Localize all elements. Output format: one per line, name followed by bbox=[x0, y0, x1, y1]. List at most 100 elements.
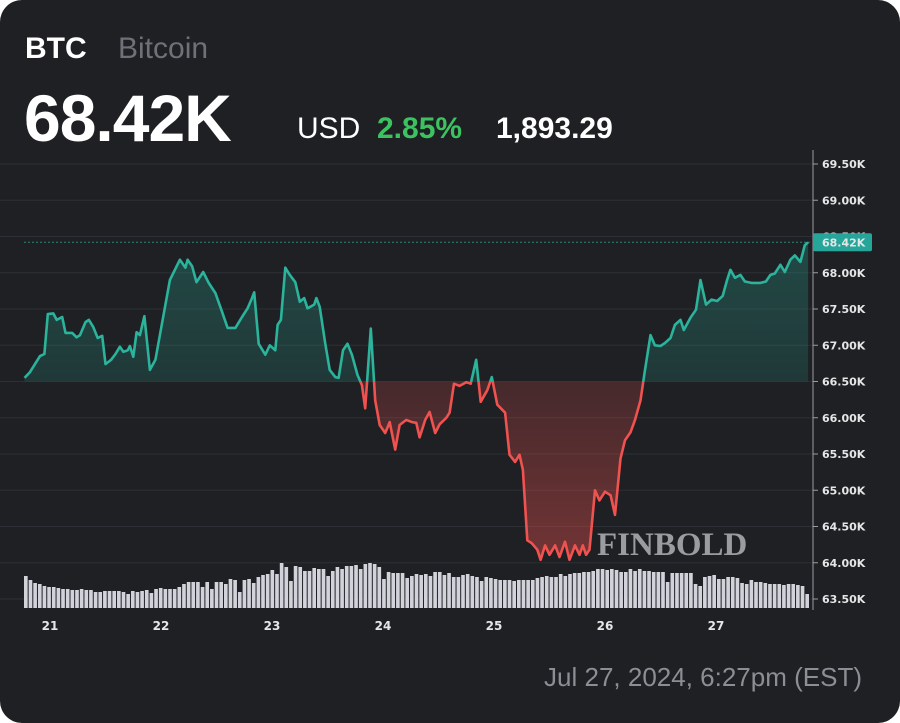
volume-bar bbox=[703, 577, 707, 608]
x-tick-label: 25 bbox=[486, 619, 503, 633]
volume-bar bbox=[489, 578, 493, 608]
volume-bar bbox=[675, 573, 679, 608]
volume-bar bbox=[782, 585, 786, 608]
volume-bar bbox=[330, 571, 335, 608]
volume-bar bbox=[186, 582, 191, 608]
volume-bar bbox=[321, 569, 326, 608]
volume-bar bbox=[800, 586, 805, 608]
volume-bar bbox=[191, 582, 196, 608]
volume-bar bbox=[498, 580, 503, 608]
y-tick-label: 63.50K bbox=[822, 593, 866, 606]
volume-bar bbox=[544, 576, 549, 608]
area-fill-up bbox=[24, 242, 809, 382]
volume-bar bbox=[382, 579, 386, 608]
volume-bar bbox=[647, 571, 651, 608]
change-percent: 2.85% bbox=[377, 112, 463, 145]
volume-bar bbox=[707, 576, 712, 608]
volume-bar bbox=[284, 567, 289, 608]
volume-bar bbox=[214, 582, 219, 608]
volume-bar bbox=[456, 577, 461, 608]
volume-bar bbox=[107, 591, 112, 608]
y-tick-label: 64.50K bbox=[822, 521, 866, 534]
volume-bar bbox=[210, 589, 214, 608]
price-line-below-baseline bbox=[358, 381, 645, 562]
volume-bar bbox=[419, 575, 423, 608]
volume-bar bbox=[126, 594, 130, 608]
volume-bar bbox=[596, 569, 600, 608]
y-tick-label: 64.00K bbox=[822, 557, 866, 570]
volume-bar bbox=[619, 572, 623, 608]
volume-bar bbox=[251, 583, 256, 608]
volume-bar bbox=[591, 571, 596, 608]
volume-bar bbox=[689, 573, 693, 608]
volume-bar bbox=[447, 573, 451, 608]
volume-bar bbox=[805, 594, 809, 608]
volume-bar bbox=[149, 593, 154, 608]
volume-bar bbox=[256, 577, 261, 608]
volume-bar bbox=[493, 579, 498, 608]
volume-bar bbox=[679, 573, 684, 608]
volume-bar bbox=[386, 572, 391, 608]
volume-bar bbox=[763, 583, 768, 608]
y-tick-label: 65.50K bbox=[822, 448, 866, 461]
volume-bar bbox=[535, 578, 540, 608]
volume-bar bbox=[623, 572, 628, 608]
timestamp: Jul 27, 2024, 6:27pm (EST) bbox=[544, 662, 862, 692]
volume-bar bbox=[154, 589, 158, 608]
volume-bar bbox=[516, 580, 521, 608]
volume-bar bbox=[433, 572, 437, 608]
volume-bar bbox=[772, 584, 777, 608]
x-tick-label: 23 bbox=[264, 619, 281, 633]
volume-bar bbox=[28, 580, 33, 608]
volume-bar bbox=[540, 577, 544, 608]
volume-bar bbox=[47, 587, 51, 608]
volume-bar bbox=[475, 577, 479, 608]
volume-bar bbox=[530, 580, 535, 608]
volume-bar bbox=[428, 576, 433, 608]
volume-bar bbox=[405, 578, 410, 608]
volume-bar bbox=[558, 574, 563, 608]
volume-bar bbox=[75, 590, 79, 608]
volume-bar bbox=[335, 567, 340, 608]
volume-bar bbox=[84, 590, 89, 608]
y-tick-label: 66.00K bbox=[822, 412, 866, 425]
volume-bar bbox=[414, 574, 419, 608]
volume-bar bbox=[758, 582, 763, 608]
y-tick-label: 67.00K bbox=[822, 339, 866, 352]
volume-bar bbox=[205, 582, 210, 608]
volume-bar bbox=[730, 577, 735, 608]
volume-bar bbox=[293, 566, 298, 608]
y-tick-label: 69.50K bbox=[822, 158, 866, 171]
volume-bar bbox=[600, 569, 605, 608]
volume-bar bbox=[223, 584, 228, 608]
volume-bar bbox=[451, 577, 456, 608]
volume-bar bbox=[200, 587, 205, 608]
volume-bar bbox=[526, 580, 530, 608]
volume-bar bbox=[279, 563, 284, 608]
volume-bars bbox=[24, 563, 809, 608]
currency-label: USD bbox=[297, 112, 361, 145]
volume-bar bbox=[363, 564, 368, 608]
volume-bar bbox=[396, 573, 400, 608]
volume-bar bbox=[503, 580, 507, 608]
y-tick-label: 67.50K bbox=[822, 303, 866, 316]
volume-bar bbox=[777, 584, 782, 608]
volume-bar bbox=[735, 578, 740, 608]
volume-bar bbox=[163, 589, 168, 608]
volume-bar bbox=[605, 570, 610, 608]
volume-bar bbox=[354, 565, 358, 608]
volume-bar bbox=[61, 589, 65, 608]
volume-bar bbox=[33, 583, 37, 608]
volume-bar bbox=[768, 584, 772, 608]
volume-bar bbox=[37, 584, 42, 608]
volume-bar bbox=[42, 586, 47, 608]
volume-bar bbox=[479, 581, 484, 608]
volume-bar bbox=[791, 584, 796, 608]
volume-bar bbox=[628, 569, 633, 608]
volume-bar bbox=[340, 569, 344, 608]
volume-bar bbox=[368, 563, 372, 608]
volume-bar bbox=[670, 573, 675, 608]
volume-bar bbox=[317, 569, 321, 608]
volume-bar bbox=[637, 569, 642, 608]
